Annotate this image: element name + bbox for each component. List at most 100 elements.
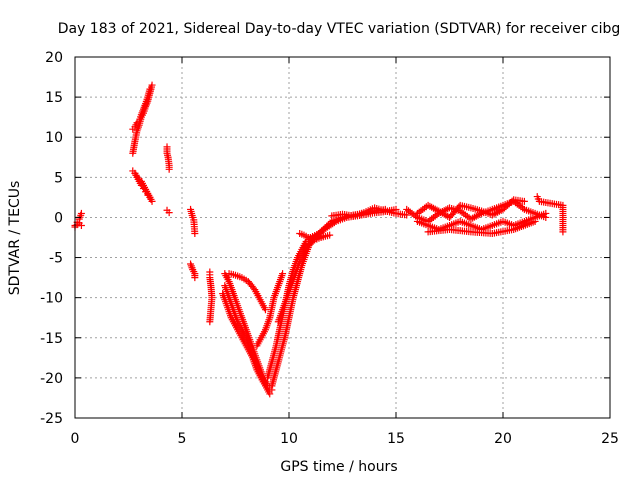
data-point-fill — [433, 206, 441, 214]
x-axis-label: GPS time / hours — [280, 459, 397, 475]
data-point-fill — [239, 336, 247, 344]
y-tick-labels: -25 -20 -15 -10 -5 0 5 10 15 20 — [40, 50, 63, 427]
data-point-fill — [141, 101, 149, 109]
data-point-fill — [260, 380, 268, 388]
data-point-fill — [143, 95, 151, 103]
data-point-fill — [390, 209, 398, 217]
data-point-fill — [379, 206, 387, 214]
data-point-fill — [278, 272, 286, 280]
data-point-fill — [243, 344, 251, 352]
data-point-fill — [291, 272, 299, 280]
data-point-fill — [311, 234, 319, 242]
data-point-fill — [256, 372, 264, 380]
data-point-fill — [256, 296, 264, 304]
data-point-fill — [249, 284, 257, 292]
data-point-fill — [289, 296, 297, 304]
data-point-fill — [206, 316, 214, 324]
chart-title: Day 183 of 2021, Sidereal Day-to-day VTE… — [58, 21, 621, 37]
data-point-fill — [136, 179, 144, 187]
data-points-layer — [71, 81, 567, 398]
data-point-fill — [265, 316, 273, 324]
data-point-fill — [133, 129, 141, 137]
data-point-fill — [465, 221, 473, 229]
data-point-fill — [508, 226, 516, 234]
data-point-fill — [224, 276, 232, 284]
data-point-fill — [235, 328, 243, 336]
data-point-fill — [276, 352, 284, 360]
x-tick-label: 15 — [387, 431, 405, 447]
x-tick-label: 0 — [71, 431, 80, 447]
data-point-fill — [276, 324, 284, 332]
data-point-fill — [132, 121, 140, 129]
data-point-fill — [188, 211, 196, 219]
data-point-fill — [358, 209, 366, 217]
data-point-fill — [280, 336, 288, 344]
y-tick-label: -5 — [49, 251, 63, 267]
data-point-fill — [422, 221, 430, 229]
y-tick-label: -20 — [40, 371, 63, 387]
data-point-fill — [222, 300, 230, 308]
x-tick-labels: 0 5 10 15 20 25 — [71, 431, 619, 447]
y-tick-label: -10 — [40, 291, 63, 307]
data-point-fill — [164, 151, 172, 159]
data-point-fill — [507, 199, 515, 207]
data-point-fill — [230, 320, 238, 328]
grid-layer — [75, 57, 610, 418]
data-point-fill — [272, 368, 280, 376]
data-point-fill — [260, 304, 268, 312]
data-point-fill — [165, 163, 173, 171]
data-point-fill — [227, 312, 235, 320]
x-tick-label: 20 — [494, 431, 512, 447]
data-point-fill — [295, 260, 303, 268]
ticks-layer — [74, 56, 611, 419]
data-point-fill — [145, 87, 153, 95]
data-point-fill — [508, 197, 516, 205]
data-point-fill — [187, 207, 195, 215]
y-axis-label: SDTVAR / TECUs — [7, 181, 23, 296]
y-tick-label: 15 — [45, 90, 63, 106]
plot-frame — [74, 56, 611, 419]
y-tick-label: 10 — [45, 130, 63, 146]
data-point-fill — [307, 239, 315, 247]
data-point — [146, 193, 154, 201]
data-point-fill — [229, 271, 237, 279]
data-point-fill — [540, 210, 548, 218]
data-point-fill — [329, 220, 337, 228]
y-tick-label: 5 — [54, 170, 63, 186]
data-point — [77, 221, 85, 229]
data-point-fill — [317, 232, 325, 240]
data-point-fill — [131, 139, 139, 147]
data-point-fill — [270, 296, 278, 304]
data-point-fill — [465, 203, 473, 211]
data-point-fill — [242, 276, 250, 284]
data-point-fill — [282, 296, 290, 304]
data-point-fill — [134, 175, 142, 183]
y-tick-label: 0 — [54, 210, 63, 226]
data-point-fill — [139, 107, 147, 115]
data-point-fill — [188, 264, 196, 272]
data-point-fill — [401, 211, 409, 219]
data-point-fill — [475, 206, 483, 214]
data-point-fill — [285, 316, 293, 324]
x-tick-label: 10 — [280, 431, 298, 447]
data-point-fill — [191, 272, 199, 280]
data-point-fill — [132, 171, 140, 179]
data-point-fill — [330, 219, 338, 227]
data-point-fill — [529, 218, 537, 226]
y-tick-label: -25 — [40, 411, 63, 427]
y-tick-label: 20 — [45, 50, 63, 66]
data-point-fill — [286, 284, 294, 292]
data-point-fill — [518, 197, 526, 205]
data-point-fill — [252, 364, 260, 372]
data-point-fill — [486, 222, 494, 230]
x-tick-label: 25 — [601, 431, 619, 447]
data-point-fill — [137, 113, 145, 121]
data-point-fill — [320, 226, 328, 234]
data-point-fill — [298, 230, 306, 238]
data-point-fill — [272, 344, 280, 352]
data-point-fill — [248, 282, 256, 290]
data-point-fill — [454, 204, 462, 212]
data-point-fill — [260, 328, 268, 336]
data-point-fill — [190, 268, 198, 276]
